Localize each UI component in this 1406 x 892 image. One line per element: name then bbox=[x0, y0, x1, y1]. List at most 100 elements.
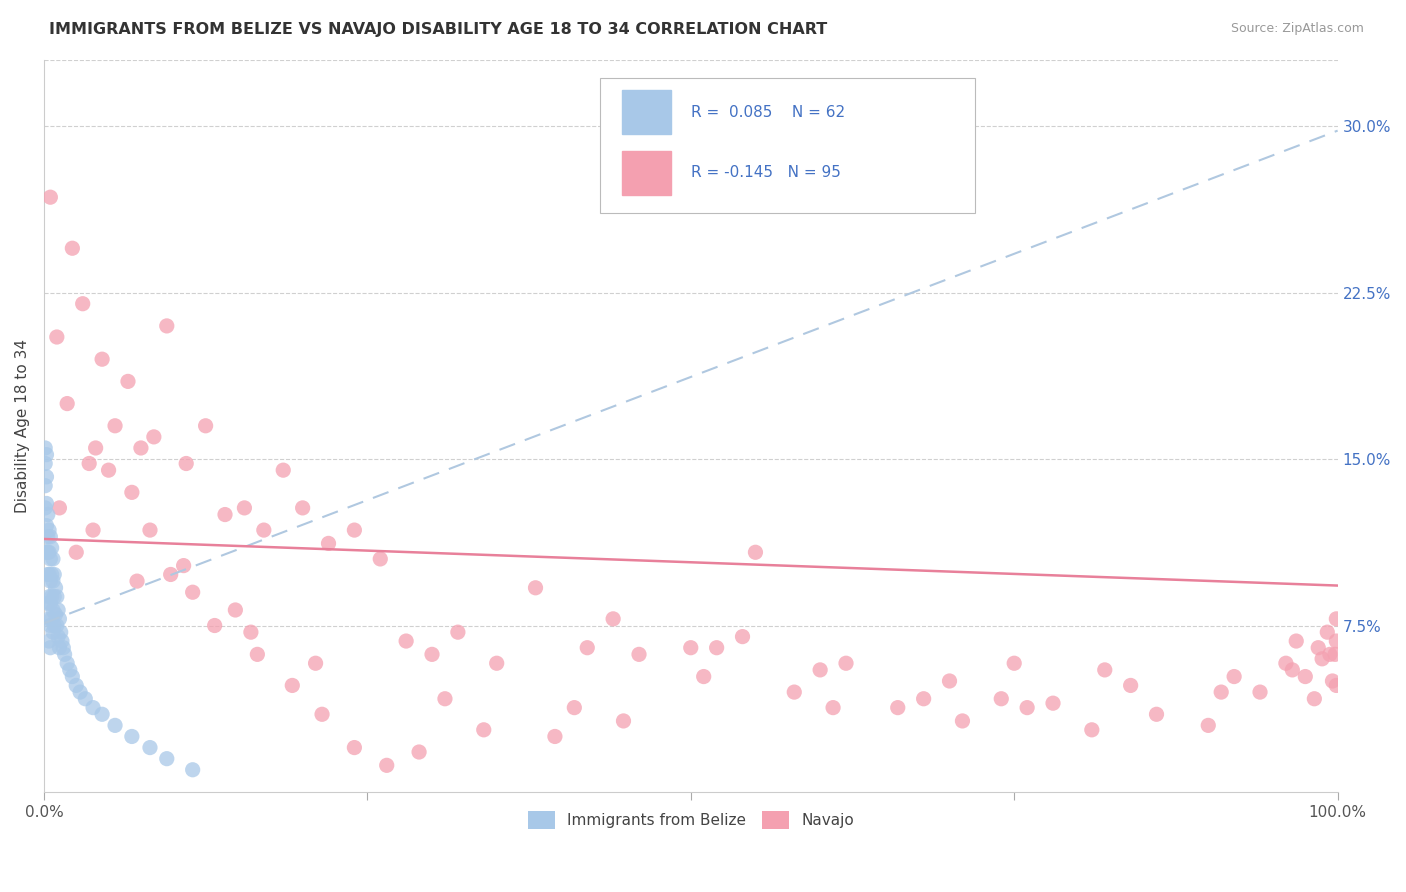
Point bbox=[44, 607, 66, 622]
Point bbox=[1316, 625, 1339, 640]
Point bbox=[318, 536, 340, 550]
Point bbox=[433, 691, 456, 706]
Point bbox=[472, 723, 495, 737]
Point bbox=[35, 545, 58, 559]
Point bbox=[1197, 718, 1219, 732]
Point bbox=[1017, 700, 1039, 714]
Point bbox=[37, 508, 59, 522]
Point bbox=[990, 691, 1012, 706]
Point bbox=[485, 657, 508, 671]
Point bbox=[84, 441, 107, 455]
Point bbox=[38, 567, 60, 582]
Point bbox=[204, 618, 226, 632]
Point bbox=[44, 567, 66, 582]
Point bbox=[938, 673, 960, 688]
Bar bbox=[623, 90, 671, 135]
Point bbox=[56, 657, 79, 671]
Point bbox=[42, 574, 65, 588]
Point bbox=[75, 691, 97, 706]
Point bbox=[447, 625, 470, 640]
Point bbox=[48, 640, 70, 655]
Point bbox=[41, 567, 63, 582]
Point bbox=[1285, 634, 1308, 648]
Point bbox=[544, 730, 567, 744]
Point bbox=[82, 700, 104, 714]
Point bbox=[121, 485, 143, 500]
Point bbox=[38, 523, 60, 537]
Point bbox=[952, 714, 974, 728]
Point bbox=[56, 396, 79, 410]
Point bbox=[1324, 612, 1347, 626]
Point bbox=[1308, 640, 1330, 655]
Point bbox=[38, 634, 60, 648]
Point bbox=[52, 640, 75, 655]
Point bbox=[1275, 657, 1298, 671]
Point bbox=[823, 700, 845, 714]
FancyBboxPatch shape bbox=[600, 78, 976, 213]
Point bbox=[156, 318, 179, 333]
Point bbox=[41, 541, 63, 555]
Point bbox=[72, 296, 94, 310]
Point bbox=[194, 418, 217, 433]
Point bbox=[44, 581, 66, 595]
Point bbox=[281, 678, 304, 692]
Point bbox=[343, 740, 366, 755]
Point bbox=[214, 508, 236, 522]
Point bbox=[51, 634, 73, 648]
Point bbox=[97, 463, 120, 477]
Point bbox=[139, 523, 162, 537]
Point bbox=[1324, 678, 1347, 692]
Point bbox=[174, 457, 197, 471]
Point bbox=[420, 648, 443, 662]
Point bbox=[35, 448, 58, 462]
Point bbox=[1303, 691, 1326, 706]
Point bbox=[368, 552, 391, 566]
Point bbox=[38, 590, 60, 604]
Point bbox=[129, 441, 152, 455]
Point bbox=[65, 545, 87, 559]
Point bbox=[1094, 663, 1116, 677]
Point bbox=[41, 612, 63, 626]
Point bbox=[744, 545, 766, 559]
Text: IMMIGRANTS FROM BELIZE VS NAVAJO DISABILITY AGE 18 TO 34 CORRELATION CHART: IMMIGRANTS FROM BELIZE VS NAVAJO DISABIL… bbox=[49, 22, 828, 37]
Point bbox=[271, 463, 294, 477]
Point bbox=[38, 545, 60, 559]
Point bbox=[39, 618, 62, 632]
Point bbox=[39, 596, 62, 610]
Point bbox=[34, 479, 56, 493]
Point bbox=[291, 500, 314, 515]
Point bbox=[808, 663, 831, 677]
Point bbox=[38, 612, 60, 626]
Point bbox=[77, 457, 100, 471]
Point bbox=[39, 190, 62, 204]
Point bbox=[1042, 696, 1064, 710]
Point bbox=[46, 603, 69, 617]
Point bbox=[34, 441, 56, 455]
Point bbox=[1223, 669, 1246, 683]
Point bbox=[1319, 648, 1341, 662]
Point bbox=[65, 678, 87, 692]
Point bbox=[1146, 707, 1168, 722]
Point bbox=[1002, 657, 1025, 671]
Point bbox=[91, 352, 114, 367]
Point bbox=[233, 500, 256, 515]
Point bbox=[1211, 685, 1233, 699]
Point bbox=[1119, 678, 1142, 692]
Point bbox=[39, 574, 62, 588]
Point bbox=[139, 740, 162, 755]
Point bbox=[1281, 663, 1303, 677]
Point bbox=[343, 523, 366, 537]
Point bbox=[912, 691, 935, 706]
Point bbox=[524, 581, 547, 595]
Point bbox=[39, 530, 62, 544]
Point bbox=[125, 574, 148, 588]
Point bbox=[304, 657, 326, 671]
Point bbox=[39, 552, 62, 566]
Point bbox=[679, 640, 702, 655]
Point bbox=[224, 603, 246, 617]
Point bbox=[44, 618, 66, 632]
Point bbox=[41, 590, 63, 604]
Point bbox=[173, 558, 195, 573]
Point bbox=[60, 669, 83, 683]
Point bbox=[835, 657, 858, 671]
